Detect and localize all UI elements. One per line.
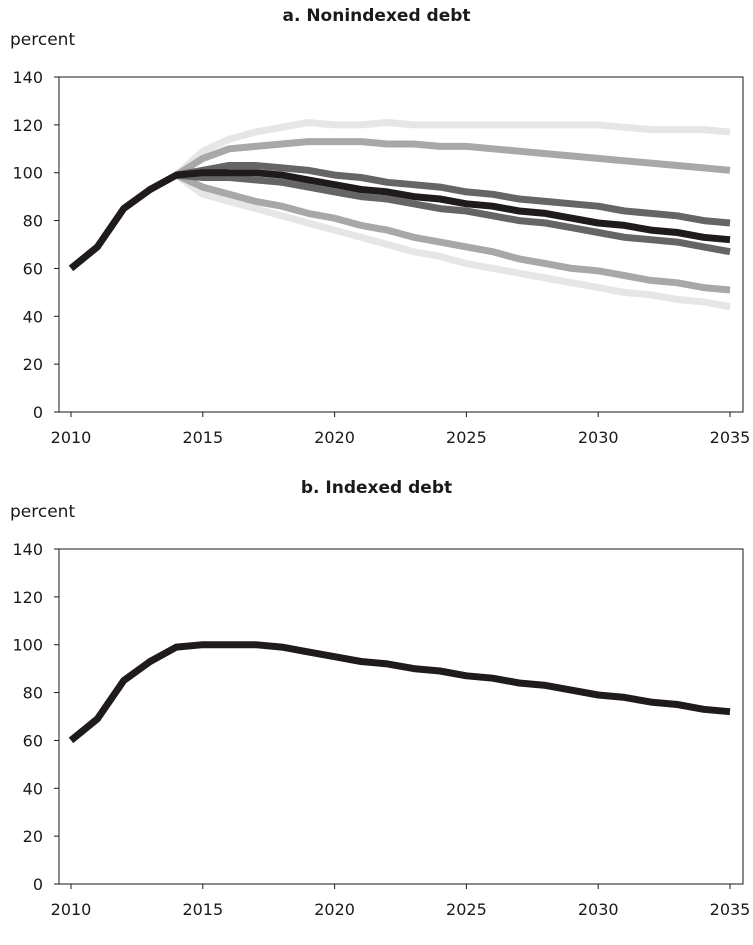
chart-title: a. Nonindexed debt: [282, 6, 471, 26]
chart-title: b. Indexed debt: [300, 478, 453, 498]
x-tick-label: 2020: [314, 900, 355, 919]
y-tick-label: 120: [12, 588, 43, 607]
y-tick-label: 40: [23, 779, 43, 798]
x-tick-label: 2015: [182, 900, 223, 919]
x-tick-label: 2035: [710, 900, 751, 919]
x-tick-label: 2015: [182, 428, 223, 447]
y-tick-label: 0: [33, 403, 43, 422]
series-line-1: [68, 641, 731, 744]
plot-frame: [58, 548, 744, 885]
chart-plot: 0 20 40 60 80 100 120 140 2010 2015 2020 2025 2030 20…: [12, 540, 751, 919]
y-tick-label: 140: [12, 68, 43, 87]
chart-panel-b: b. Indexed debt percent 0 20 40 60 80 100 120 1…: [0, 472, 753, 944]
y-tick-label: 140: [12, 540, 43, 559]
y-tick-label: 60: [23, 259, 43, 278]
series-line-2: [174, 172, 731, 311]
y-tick-label: 120: [12, 116, 43, 135]
y-axis-label: percent: [10, 502, 76, 522]
y-tick-label: 100: [12, 164, 43, 183]
x-tick-label: 2010: [51, 900, 92, 919]
series-line-6: [176, 171, 731, 256]
series-line-1: [174, 119, 731, 178]
y-tick-label: 20: [23, 827, 43, 846]
series-line-4: [174, 171, 731, 294]
series-line-5: [175, 162, 731, 227]
x-tick-label: 2030: [578, 900, 619, 919]
y-tick-label: 20: [23, 355, 43, 374]
chart-panel-a: a. Nonindexed debt percent 0 20 40 60 80 100 1…: [0, 0, 753, 472]
x-tick-label: 2030: [578, 428, 619, 447]
x-tick-label: 2035: [710, 428, 751, 447]
y-tick-label: 40: [23, 307, 43, 326]
y-tick-label: 60: [23, 731, 43, 750]
series-line-3: [174, 138, 731, 179]
series-line-7: [68, 169, 731, 272]
chart-plot: 0 20 40 60 80 100 120 140 2010 2015 2020 2025 2030 20…: [12, 68, 751, 447]
y-axis-label: percent: [10, 30, 76, 50]
y-tick-label: 80: [23, 684, 43, 703]
x-tick-label: 2020: [314, 428, 355, 447]
x-tick-label: 2010: [51, 428, 92, 447]
y-tick-label: 0: [33, 875, 43, 894]
x-tick-label: 2025: [446, 900, 487, 919]
plot-frame: [58, 76, 744, 413]
y-tick-label: 80: [23, 212, 43, 231]
y-tick-label: 100: [12, 636, 43, 655]
x-tick-label: 2025: [446, 428, 487, 447]
